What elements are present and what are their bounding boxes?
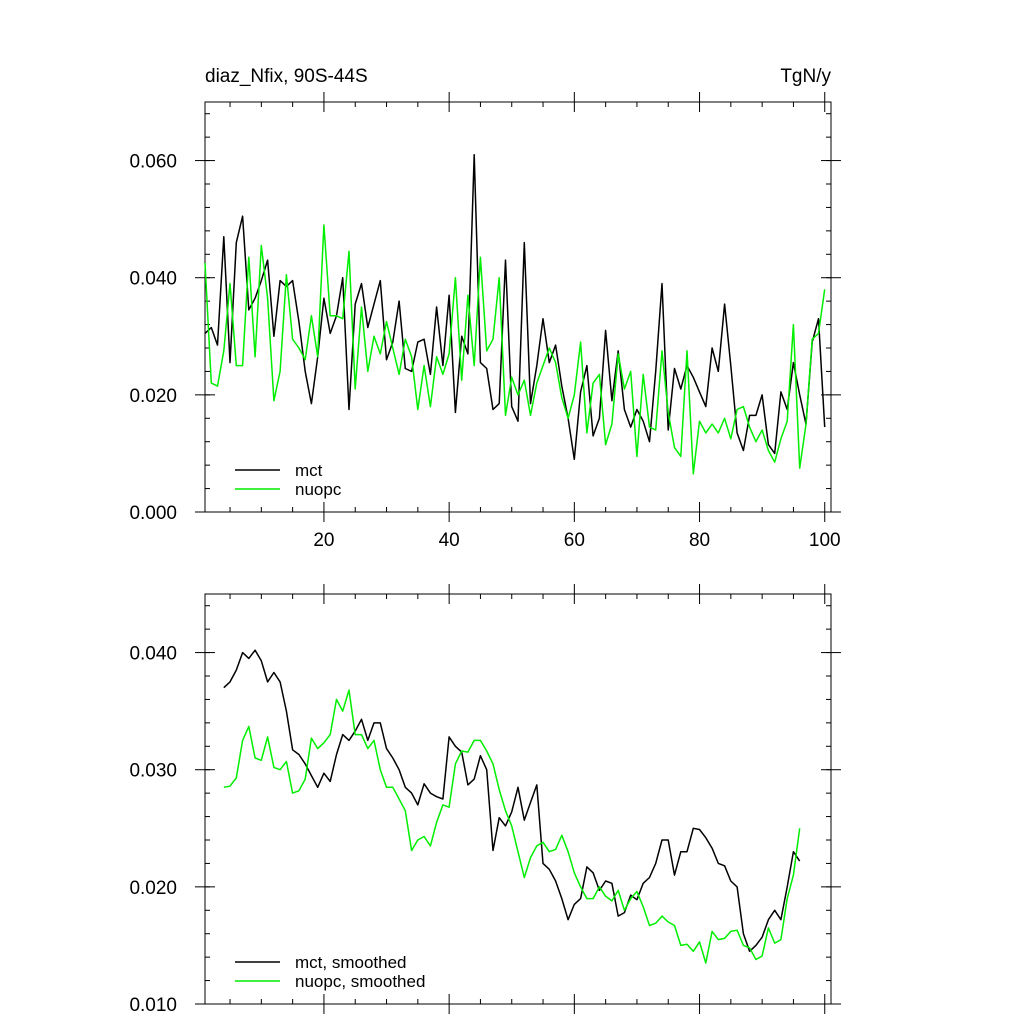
- x-tick-label: 40: [439, 530, 460, 551]
- y-tick-label: 0.040: [129, 644, 177, 665]
- legend-label: nuopc, smoothed: [295, 972, 425, 991]
- y-tick-label: 0.010: [129, 995, 177, 1016]
- plot-frame: [204, 101, 832, 513]
- units-label: TgN/y: [780, 66, 831, 87]
- x-tick-label: 100: [809, 530, 841, 551]
- series-line-1: [223, 689, 801, 964]
- series-line-0: [223, 649, 801, 953]
- x-tick-label: 80: [689, 530, 710, 551]
- legend-label: mct, smoothed: [295, 953, 407, 972]
- legend-label: mct: [295, 461, 323, 480]
- y-tick-label: 0.060: [129, 152, 177, 173]
- x-tick-label: 60: [564, 530, 585, 551]
- plot-frame: [204, 593, 832, 1005]
- y-tick-label: 0.000: [129, 503, 177, 524]
- legend-label: nuopc: [295, 480, 342, 499]
- y-tick-label: 0.020: [129, 386, 177, 407]
- y-tick-label: 0.020: [129, 878, 177, 899]
- y-tick-label: 0.040: [129, 269, 177, 290]
- series-line-1: [204, 224, 826, 475]
- x-tick-label: 20: [313, 530, 334, 551]
- series-line-0: [204, 153, 826, 461]
- y-tick-label: 0.030: [129, 761, 177, 782]
- chart-title: diaz_Nfix, 90S-44S: [205, 66, 368, 87]
- bottom-panel: 0.010 0.020 0.030 0.040 mct, smoothednuopc, …: [129, 584, 841, 1016]
